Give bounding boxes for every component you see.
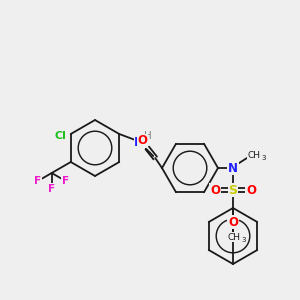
Text: O: O (210, 184, 220, 196)
Text: N: N (228, 161, 238, 175)
Text: F: F (34, 176, 41, 186)
Text: O: O (137, 134, 147, 148)
Text: S: S (229, 184, 238, 196)
Text: CH: CH (227, 232, 241, 242)
Text: 3: 3 (262, 155, 266, 161)
Text: O: O (228, 215, 238, 229)
Text: CH: CH (248, 151, 260, 160)
Text: O: O (246, 184, 256, 196)
Text: Cl: Cl (55, 131, 67, 141)
Text: F: F (62, 176, 69, 186)
Text: N: N (134, 136, 144, 148)
Text: F: F (48, 184, 55, 194)
Text: H: H (144, 131, 152, 141)
Text: 3: 3 (242, 237, 246, 243)
